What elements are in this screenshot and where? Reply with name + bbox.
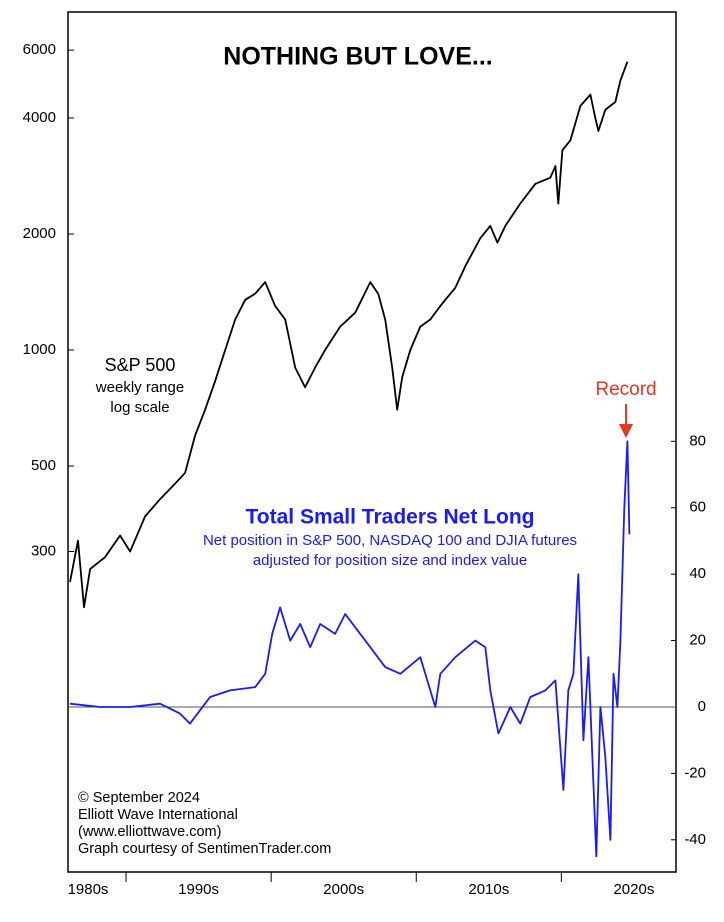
series-note: adjusted for position size and index val… [253, 552, 527, 569]
series-note: weekly range [95, 379, 184, 396]
y2-tick-label: 40 [689, 565, 706, 582]
y2-tick-label: 0 [698, 698, 706, 715]
y2-tick-label: 20 [689, 632, 706, 649]
series-line [69, 440, 631, 858]
series-note: log scale [110, 399, 169, 416]
y2-tick-label: 80 [689, 432, 706, 449]
y-tick-label: 1000 [23, 341, 56, 358]
x-tick-label: 1990s [178, 881, 219, 898]
y-tick-label: 500 [31, 457, 56, 474]
y2-tick-label: -40 [684, 831, 706, 848]
footer-line: (www.elliottwave.com) [78, 824, 221, 840]
x-tick-label: 1980s [68, 881, 109, 898]
series-note: Net position in S&P 500, NASDAQ 100 and … [203, 532, 577, 549]
footer-line: © September 2024 [78, 790, 200, 806]
y2-tick-label: 60 [689, 499, 706, 516]
y2-tick-label: -20 [684, 764, 706, 781]
series-label: S&P 500 [105, 355, 176, 375]
footer-line: Graph courtesy of SentimenTrader.com [78, 841, 331, 857]
x-tick-label: 2020s [613, 881, 654, 898]
y-tick-label: 6000 [23, 41, 56, 58]
annotation: Record [595, 379, 656, 400]
x-tick-label: 2010s [468, 881, 509, 898]
x-tick-label: 2000s [323, 881, 364, 898]
series-line [69, 61, 629, 609]
series-label: Total Small Traders Net Long [246, 506, 535, 529]
annotation-arrow-head [619, 424, 633, 438]
y-tick-label: 300 [31, 542, 56, 559]
plot-frame [67, 11, 677, 873]
y-tick-label: 4000 [23, 109, 56, 126]
footer-line: Elliott Wave International [78, 807, 238, 823]
y-tick-label: 2000 [23, 225, 56, 242]
chart-title: NOTHING BUT LOVE... [223, 43, 492, 71]
